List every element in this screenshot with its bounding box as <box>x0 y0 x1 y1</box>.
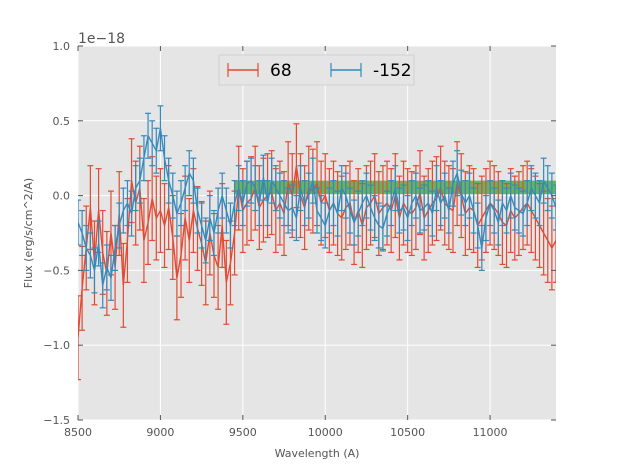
x-tick-label: 9500 <box>229 426 257 439</box>
y-tick-label: −0.5 <box>43 264 70 277</box>
legend-entry: -152 <box>330 61 412 81</box>
legend: 68 -152 <box>218 54 415 86</box>
y-tick-label: 1.0 <box>53 40 71 53</box>
legend-label: -152 <box>373 61 412 81</box>
y-offset-label: 1e−18 <box>78 31 125 47</box>
y-tick-label: 0.0 <box>53 190 71 203</box>
x-axis-label: Wavelength (A) <box>275 447 360 460</box>
x-tick-label: 8500 <box>64 426 92 439</box>
x-tick-label: 9000 <box>146 426 174 439</box>
x-tick-label: 11000 <box>473 426 508 439</box>
series-line <box>78 128 556 286</box>
y-tick-label: −1.0 <box>43 339 70 352</box>
y-axis-label: Flux (erg/s/cm^2/A) <box>22 178 35 288</box>
x-tick-label: 10500 <box>390 426 425 439</box>
legend-label: 68 <box>270 61 292 81</box>
legend-entry: 68 <box>227 61 292 81</box>
y-tick-label: 0.5 <box>53 115 71 128</box>
series-b <box>78 105 556 309</box>
x-tick-label: 10000 <box>308 426 343 439</box>
ticks: 8500 9000 9500 10000 10500 11000 −1.5 −1.0 −0.5 0… <box>43 40 556 439</box>
y-tick-label: −1.5 <box>43 414 70 427</box>
series-layer <box>78 105 556 381</box>
